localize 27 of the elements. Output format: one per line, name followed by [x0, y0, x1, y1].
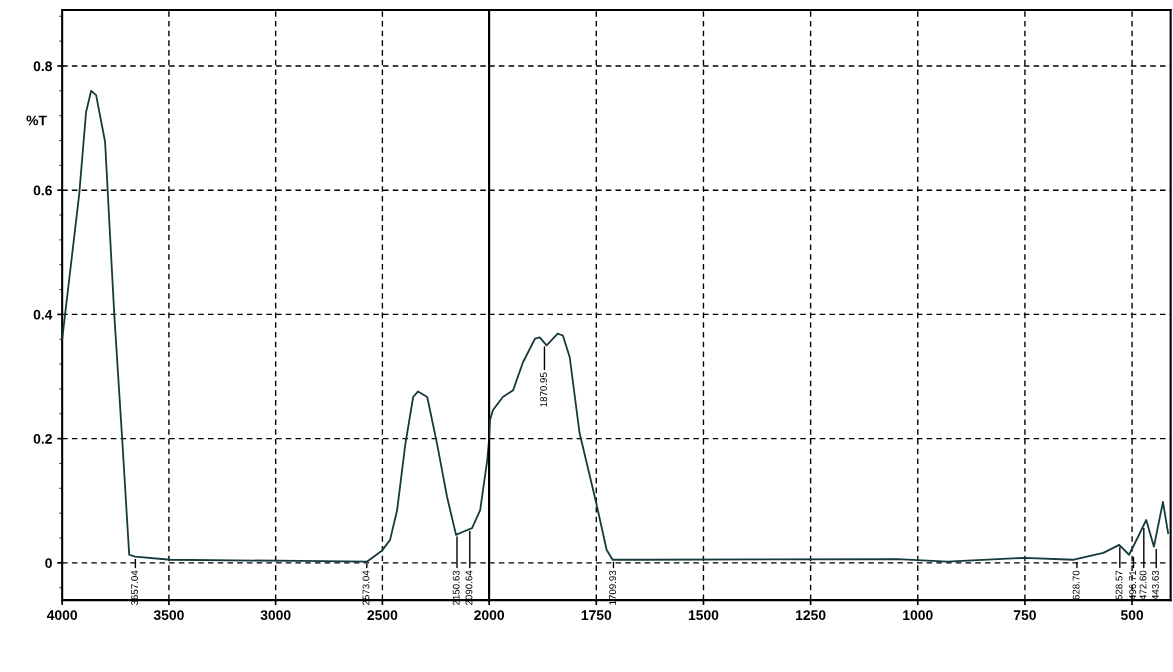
y-tick-label: 0.6 — [33, 185, 52, 196]
x-tick-label: 750 — [1013, 610, 1036, 621]
annotation: 2150.63 — [452, 570, 460, 605]
x-tick-label: 1250 — [796, 610, 826, 621]
y-axis-title: %T — [26, 115, 47, 126]
annotation: 3657.04 — [131, 570, 138, 606]
annotation: 528.57 — [1115, 570, 1123, 600]
y-tick-label: 0.8 — [33, 61, 53, 72]
annotation: 472.60 — [1139, 570, 1147, 600]
y-tick-label: 0 — [45, 558, 52, 568]
x-tick-label: 1000 — [903, 610, 933, 621]
x-tick-label: 4000 — [46, 610, 78, 621]
y-tick-label: 0.4 — [33, 309, 53, 320]
x-tick-label: 3500 — [153, 610, 184, 621]
annotation: 496.71 — [1129, 570, 1137, 600]
annotation: 628.70 — [1072, 570, 1080, 600]
x-tick-label: 1500 — [688, 610, 719, 621]
annotation: 2090.64 — [465, 570, 473, 605]
annotation: 443.63 — [1151, 570, 1159, 600]
annotation: 1870.95 — [540, 372, 548, 407]
x-tick-label: 500 — [1120, 610, 1144, 621]
x-tick-label: 1750 — [581, 610, 612, 621]
x-tick-label: 2500 — [367, 610, 398, 621]
annotation: 2573.04 — [362, 570, 370, 605]
x-tick-label: 2000 — [474, 610, 505, 621]
y-tick-label: 0.2 — [33, 433, 52, 444]
x-tick-label: 3000 — [260, 610, 291, 621]
